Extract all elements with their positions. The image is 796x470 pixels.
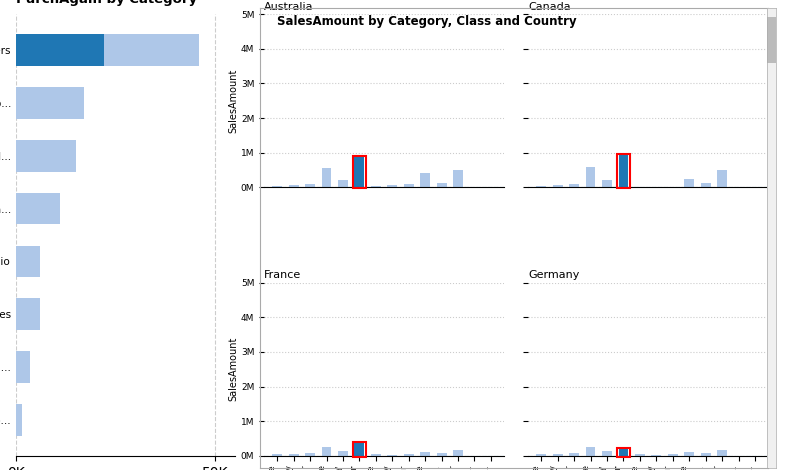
Bar: [272, 186, 282, 188]
Bar: [537, 186, 546, 188]
Bar: [700, 183, 711, 188]
Bar: [353, 156, 365, 188]
Bar: [586, 166, 595, 188]
Bar: [618, 155, 628, 188]
Text: SalesAmount by Category, Class and Country: SalesAmount by Category, Class and Count…: [277, 15, 576, 28]
Bar: [685, 179, 694, 188]
Bar: [618, 448, 628, 456]
Bar: [635, 454, 645, 456]
Bar: [16, 87, 84, 119]
Bar: [16, 404, 22, 436]
Bar: [717, 170, 727, 188]
Bar: [586, 447, 595, 456]
Bar: [420, 173, 430, 188]
Bar: [353, 442, 365, 456]
Text: France: France: [264, 270, 301, 281]
Bar: [388, 185, 397, 188]
Bar: [16, 193, 60, 225]
Bar: [453, 170, 463, 188]
Bar: [717, 450, 727, 456]
Bar: [617, 448, 630, 456]
Bar: [569, 184, 579, 188]
Bar: [371, 454, 380, 456]
Bar: [388, 455, 397, 456]
Bar: [453, 450, 463, 456]
Bar: [322, 168, 331, 188]
Bar: [437, 183, 447, 188]
Bar: [700, 454, 711, 456]
Bar: [16, 351, 30, 383]
Bar: [404, 454, 414, 456]
Bar: [537, 454, 546, 456]
Bar: [305, 453, 315, 456]
Bar: [651, 455, 661, 456]
Bar: [371, 186, 380, 188]
Bar: [420, 452, 430, 456]
Bar: [16, 245, 40, 277]
Bar: [16, 34, 103, 66]
Y-axis label: SalesAmount: SalesAmount: [228, 337, 238, 401]
Bar: [685, 452, 694, 456]
Bar: [437, 454, 447, 456]
Bar: [354, 443, 365, 456]
Bar: [668, 454, 677, 456]
Bar: [552, 185, 563, 188]
Bar: [289, 454, 298, 456]
Bar: [354, 156, 365, 188]
Text: PurchAgain by Category: PurchAgain by Category: [16, 0, 197, 6]
Bar: [322, 447, 331, 456]
Bar: [338, 451, 348, 456]
Text: Canada: Canada: [528, 2, 571, 12]
Bar: [16, 34, 199, 66]
Bar: [602, 180, 612, 188]
Bar: [16, 298, 40, 330]
Bar: [305, 184, 315, 188]
Text: Australia: Australia: [264, 2, 314, 12]
Bar: [617, 154, 630, 188]
Y-axis label: SalesAmount: SalesAmount: [228, 69, 238, 133]
Bar: [552, 454, 563, 456]
Bar: [16, 140, 76, 172]
Bar: [767, 17, 775, 63]
Bar: [602, 451, 612, 456]
Bar: [404, 184, 414, 188]
Text: Germany: Germany: [528, 270, 579, 281]
Bar: [272, 454, 282, 456]
Bar: [338, 180, 348, 188]
Bar: [569, 453, 579, 456]
Bar: [289, 185, 298, 188]
